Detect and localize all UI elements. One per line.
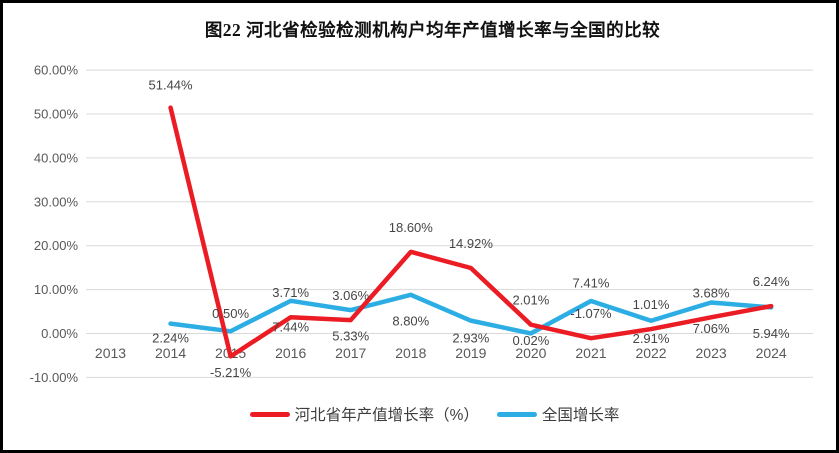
data-label-national-2014: 2.24% [152,331,189,346]
x-tick-label-2016: 2016 [275,345,306,361]
data-label-hebei-2018: 18.60% [389,220,434,235]
data-label-national-2021: 7.41% [573,275,610,290]
y-tick-label: 0.00% [41,326,78,341]
y-tick-label: 20.00% [34,238,79,253]
data-label-hebei-2024: 6.24% [753,274,790,289]
data-label-national-2024: 5.94% [753,326,790,341]
x-tick-label-2022: 2022 [635,345,666,361]
legend-item-hebei: 河北省年产值增长率（%） [249,403,479,425]
x-tick-label-2023: 2023 [696,345,727,361]
x-tick-label-2014: 2014 [155,345,186,361]
x-tick-label-2017: 2017 [335,345,366,361]
legend-line-swatch-hebei [249,411,290,417]
data-label-national-2016: 7.44% [272,319,309,334]
hebei-growth-line [168,105,774,359]
y-tick-label: 30.00% [34,194,79,209]
legend-line-swatch-national [496,411,537,417]
y-tick-label: 10.00% [34,282,79,297]
data-label-national-2019: 2.93% [452,331,489,346]
data-label-hebei-2015: -5.21% [210,365,252,380]
data-label-national-2017: 5.33% [332,329,369,344]
data-label-hebei-2021: -1.07% [570,306,612,321]
x-tick-label-2019: 2019 [455,345,486,361]
data-label-national-2020: 0.02% [512,333,549,348]
data-label-hebei-2023: 3.68% [693,285,730,300]
data-label-national-2015: 0.50% [212,306,249,321]
data-label-national-2023: 7.06% [693,321,730,336]
data-label-hebei-2022: 1.01% [633,297,670,312]
y-tick-label: 50.00% [34,107,79,122]
y-tick-label: 60.00% [34,63,79,78]
x-tick-label-2024: 2024 [756,345,787,361]
national-growth-line [168,292,774,336]
data-label-hebei-2017: 3.06% [332,288,369,303]
x-tick-label-2018: 2018 [395,345,426,361]
data-label-hebei-2020: 2.01% [512,293,549,308]
data-label-national-2022: 2.91% [633,331,670,346]
data-label-hebei-2016: 3.71% [272,285,309,300]
y-tick-label: -10.00% [30,370,79,385]
data-label-hebei-2019: 14.92% [449,236,494,251]
x-tick-label-2021: 2021 [575,345,606,361]
data-label-national-2018: 8.80% [392,313,429,328]
legend-label-hebei: 河北省年产值增长率（%） [294,407,479,424]
x-tick-label-2020: 2020 [515,345,546,361]
chart-legend: 河北省年产值增长率（%） 全国增长率 [30,403,839,425]
chart-title: 图22 河北省检验检测机构户均年产值增长率与全国的比较 [204,20,661,40]
legend-item-national: 全国增长率 [496,403,620,425]
x-tick-label-2013: 2013 [95,345,126,361]
legend-label-national: 全国增长率 [541,407,620,424]
y-tick-label: 40.00% [34,150,79,165]
data-label-hebei-2014: 51.44% [149,78,194,93]
